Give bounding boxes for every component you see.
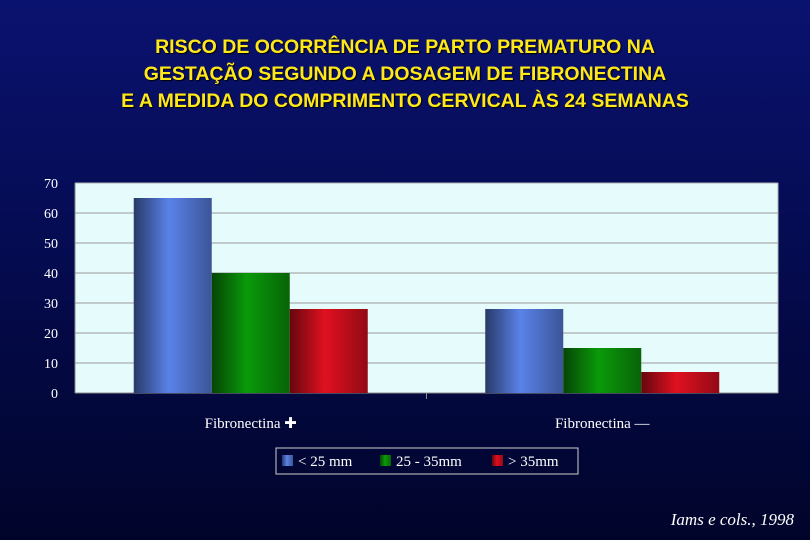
bar-3-2 — [641, 372, 720, 393]
legend-swatch-3 — [492, 455, 503, 466]
legend-label-3: > 35mm — [508, 454, 559, 470]
bar-3-1 — [289, 309, 368, 393]
y-tick-label: 0 — [51, 387, 58, 402]
bar-1-1 — [133, 198, 212, 393]
title-line-2: GESTAÇÃO SEGUNDO A DOSAGEM DE FIBRONECTI… — [143, 63, 667, 85]
source-credit: Iams e cols., 1998 — [670, 510, 794, 529]
bar-1-2 — [485, 309, 564, 393]
legend-label-1: < 25 mm — [298, 454, 353, 470]
y-tick-label: 10 — [44, 357, 58, 372]
y-tick-label: 60 — [44, 207, 58, 222]
legend-label-2: 25 - 35mm — [396, 454, 462, 470]
legend-box — [275, 447, 579, 475]
bar-2-1 — [211, 273, 290, 393]
title-line-1: RISCO DE OCORRÊNCIA DE PARTO PREMATURO N… — [155, 36, 655, 58]
chart-title: RISCO DE OCORRÊNCIA DE PARTO PREMATURO N… — [20, 34, 790, 115]
y-tick-label: 50 — [44, 237, 58, 252]
legend-swatch-1 — [282, 455, 293, 466]
legend-swatch-2 — [380, 455, 391, 466]
title-line-3: E A MEDIDA DO COMPRIMENTO CERVICAL ÀS 24… — [121, 90, 689, 112]
x-category-label: Fibronectina ✚ — [205, 416, 297, 432]
bar-2-2 — [563, 348, 642, 393]
y-tick-label: 20 — [44, 327, 58, 342]
x-category-label: Fibronectina — — [555, 416, 651, 432]
y-tick-label: 30 — [44, 297, 58, 312]
y-tick-label: 40 — [44, 267, 58, 282]
y-tick-label: 70 — [44, 177, 58, 192]
